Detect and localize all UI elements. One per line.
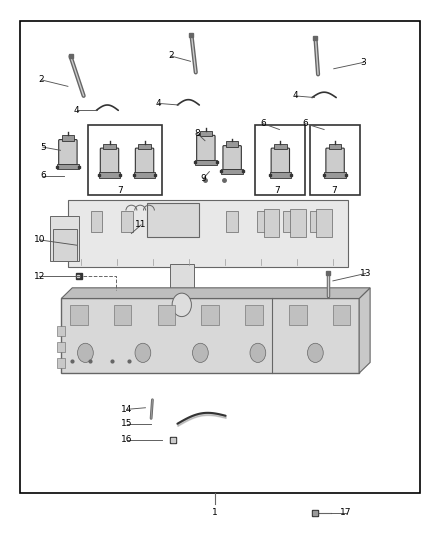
Bar [283, 211, 295, 232]
Bar [333, 305, 350, 325]
Circle shape [135, 343, 151, 362]
Text: 4: 4 [74, 106, 79, 115]
Text: 14: 14 [121, 405, 133, 414]
Bar [103, 143, 116, 149]
Bar [57, 164, 79, 169]
Circle shape [307, 343, 323, 362]
Text: 7: 7 [331, 186, 337, 195]
Text: 1: 1 [212, 508, 218, 517]
Text: 16: 16 [121, 435, 133, 444]
FancyBboxPatch shape [326, 148, 344, 173]
FancyBboxPatch shape [100, 148, 119, 173]
Bar [290, 209, 306, 237]
Circle shape [172, 293, 191, 317]
Bar [274, 143, 286, 149]
Bar [61, 298, 359, 373]
Bar [183, 211, 194, 232]
FancyBboxPatch shape [197, 135, 215, 160]
Bar [62, 135, 74, 141]
Bar [255, 125, 305, 195]
Text: 9: 9 [200, 174, 206, 183]
Bar [70, 305, 88, 325]
FancyBboxPatch shape [223, 146, 241, 169]
Circle shape [250, 343, 266, 362]
Bar [20, 21, 420, 493]
Text: 17: 17 [340, 508, 352, 517]
Polygon shape [61, 288, 370, 298]
FancyBboxPatch shape [271, 148, 290, 173]
Bar [195, 159, 217, 165]
Bar [57, 326, 65, 336]
Text: 2: 2 [168, 52, 173, 60]
Bar [264, 209, 279, 237]
Text: 6: 6 [302, 119, 308, 128]
Text: 8: 8 [194, 129, 200, 138]
Text: 12: 12 [34, 272, 45, 280]
Text: 15: 15 [121, 419, 133, 428]
Circle shape [78, 343, 93, 362]
Circle shape [193, 343, 208, 362]
Text: 13: 13 [360, 269, 371, 278]
Text: 4: 4 [293, 92, 298, 100]
Bar [121, 211, 133, 232]
Bar [158, 305, 175, 325]
Text: 11: 11 [135, 221, 147, 229]
FancyBboxPatch shape [135, 148, 154, 173]
Bar [221, 168, 243, 174]
Bar [147, 203, 199, 237]
Bar [226, 211, 238, 232]
FancyBboxPatch shape [59, 140, 77, 165]
Bar [201, 305, 219, 325]
Text: 4: 4 [156, 99, 161, 108]
Bar [88, 125, 162, 195]
Polygon shape [359, 288, 370, 373]
Bar [114, 305, 131, 325]
Bar [170, 264, 194, 298]
Text: 10: 10 [34, 236, 45, 244]
Bar [245, 305, 263, 325]
Bar [324, 172, 346, 178]
Bar [289, 305, 307, 325]
Bar [99, 172, 120, 178]
Bar [57, 342, 65, 352]
Bar [257, 211, 268, 232]
Bar [138, 143, 151, 149]
Bar [50, 216, 79, 261]
Bar [316, 209, 332, 237]
Bar [200, 131, 212, 136]
Bar [134, 172, 155, 178]
Bar [68, 200, 348, 266]
Bar [310, 125, 360, 195]
Text: 2: 2 [39, 76, 44, 84]
Text: 6: 6 [40, 172, 46, 180]
Bar [226, 141, 238, 147]
Bar [310, 211, 321, 232]
Bar [91, 211, 102, 232]
Bar [329, 143, 341, 149]
Text: 6: 6 [260, 119, 266, 128]
Bar [53, 229, 77, 261]
Bar [269, 172, 291, 178]
Bar [57, 358, 65, 368]
Text: 7: 7 [117, 186, 124, 195]
Bar [152, 211, 163, 232]
Text: 7: 7 [274, 186, 280, 195]
Text: 5: 5 [40, 143, 46, 151]
Text: 3: 3 [360, 58, 367, 67]
